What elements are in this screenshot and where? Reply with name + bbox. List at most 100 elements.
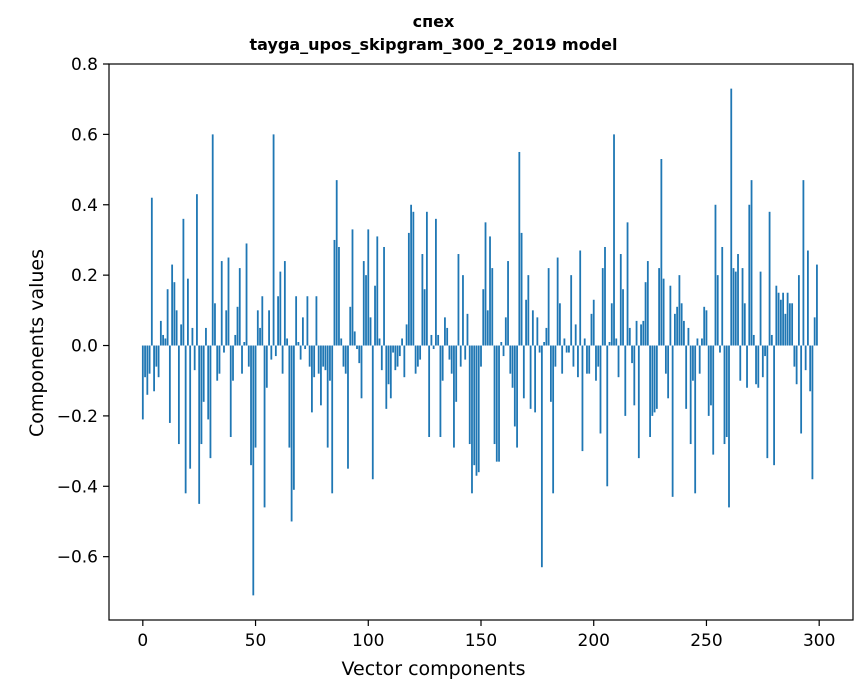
bar — [365, 275, 367, 346]
bar — [705, 310, 708, 346]
bar — [252, 345, 255, 596]
bar — [272, 134, 275, 346]
bar — [184, 345, 187, 494]
bar — [376, 236, 379, 346]
bar — [586, 345, 588, 374]
bar — [380, 345, 383, 371]
bar — [723, 345, 726, 445]
bar — [439, 345, 442, 438]
bar — [640, 324, 642, 346]
bar — [782, 292, 785, 346]
bar — [619, 254, 622, 346]
bar — [658, 268, 661, 346]
bar — [387, 345, 390, 385]
bar — [182, 218, 185, 346]
bar — [804, 345, 807, 371]
bar — [489, 236, 491, 346]
bar — [471, 345, 473, 494]
bar — [559, 303, 561, 346]
bar — [549, 345, 552, 402]
bar — [265, 345, 268, 388]
y-tick-label: −0.4 — [57, 477, 98, 497]
bar — [678, 275, 681, 346]
bar — [493, 345, 496, 445]
bar — [331, 345, 334, 494]
bar — [437, 334, 440, 346]
bar — [306, 296, 309, 346]
bar — [389, 345, 392, 399]
bar — [617, 345, 620, 378]
x-tick-label: 150 — [465, 631, 497, 651]
bar — [187, 278, 189, 346]
bar — [761, 345, 764, 378]
bar — [786, 292, 789, 346]
bar — [450, 345, 453, 374]
bar — [610, 303, 613, 346]
bar — [225, 310, 228, 346]
bar — [701, 338, 703, 346]
bar — [730, 88, 733, 346]
bar — [292, 345, 295, 490]
bar — [536, 317, 539, 346]
bar — [482, 289, 485, 346]
bar — [644, 282, 647, 346]
bar — [660, 159, 663, 346]
bar — [333, 239, 336, 346]
bar — [268, 310, 270, 346]
bar — [256, 310, 259, 346]
bar — [459, 345, 462, 367]
bar — [360, 345, 363, 399]
bar — [520, 232, 523, 346]
bar — [326, 345, 329, 448]
bar — [725, 345, 728, 438]
bar — [687, 327, 690, 346]
bar — [509, 345, 512, 374]
bar — [175, 310, 178, 346]
bar — [626, 222, 629, 346]
bar — [529, 345, 532, 409]
bar — [392, 345, 394, 353]
bar — [207, 345, 210, 420]
bar — [642, 320, 645, 346]
bar — [646, 261, 649, 346]
bar — [703, 306, 706, 346]
bar — [211, 134, 214, 346]
bar — [565, 345, 568, 353]
bar — [401, 338, 403, 346]
bar — [599, 345, 602, 434]
bar — [193, 345, 196, 371]
bar — [531, 310, 534, 346]
bar — [750, 180, 753, 346]
bar — [448, 345, 451, 360]
bar — [664, 345, 667, 374]
bar — [216, 345, 219, 381]
bar — [739, 345, 742, 381]
bar — [635, 320, 638, 346]
bar — [816, 264, 818, 346]
bar — [561, 345, 564, 374]
bar — [419, 345, 422, 360]
bar — [710, 345, 712, 406]
bar — [236, 306, 239, 346]
bar — [353, 331, 356, 346]
bar — [809, 345, 812, 392]
bar — [455, 345, 458, 402]
bar — [719, 345, 721, 353]
bar — [259, 327, 261, 346]
bar — [734, 271, 737, 346]
bar — [164, 338, 167, 346]
bar — [412, 211, 415, 346]
x-axis-label: Vector components — [341, 658, 526, 680]
bar — [144, 345, 146, 378]
bar — [716, 275, 719, 346]
bar — [811, 345, 814, 480]
bar — [800, 345, 803, 434]
bar — [655, 345, 658, 409]
bar — [784, 313, 787, 346]
bar — [563, 338, 566, 346]
bar — [522, 345, 525, 399]
bar — [581, 345, 584, 452]
bar — [791, 303, 794, 346]
bar — [157, 345, 160, 378]
bar — [421, 254, 424, 346]
